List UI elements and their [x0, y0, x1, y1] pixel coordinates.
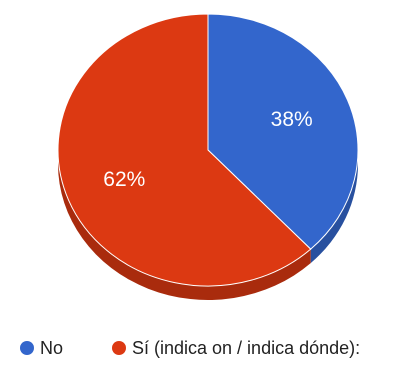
slice-label-0: 38%	[271, 108, 313, 131]
slice-label-1: 62%	[103, 168, 145, 191]
slice-labels: 38% 62%	[103, 108, 312, 191]
pie-slice-0	[207, 13, 359, 250]
pie-sides	[58, 150, 358, 300]
legend: No Sí (indica on / indica dónde):	[20, 338, 360, 358]
legend-label-1: Sí (indica on / indica dónde):	[132, 338, 360, 358]
pie-side-0	[310, 150, 358, 264]
legend-marker-0	[20, 341, 34, 355]
pie-slices	[57, 13, 359, 287]
pie-side-1	[58, 150, 311, 300]
pie-slice-1	[57, 13, 312, 287]
legend-marker-1	[112, 341, 126, 355]
legend-label-0: No	[40, 338, 63, 358]
